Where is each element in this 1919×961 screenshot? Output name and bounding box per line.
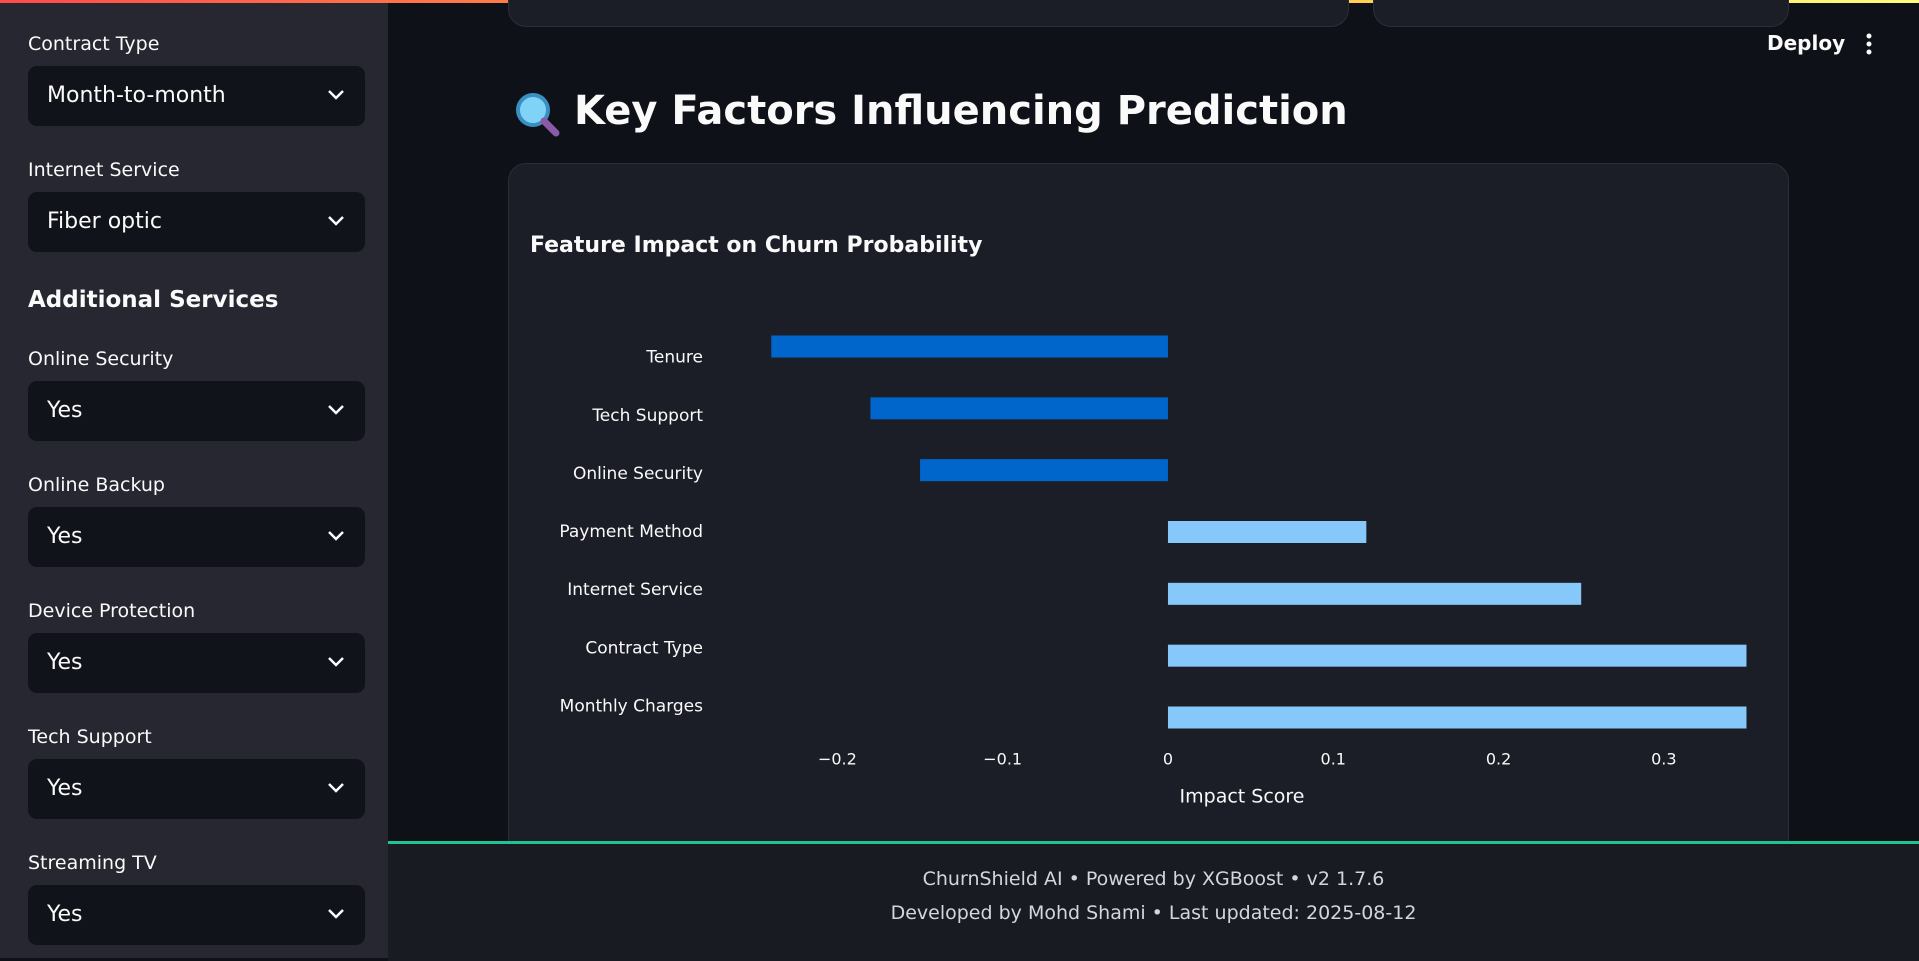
x-tick-label: 0.2 [1486,750,1511,769]
chevron-icon [328,405,344,415]
selectbox[interactable]: Yes [28,381,365,441]
y-tick-label: Tenure [645,348,703,368]
top-card [1373,0,1789,27]
selectbox-value: Fiber optic [47,209,162,234]
y-tick-label: Payment Method [559,522,703,542]
y-tick-label: Tech Support [591,406,703,426]
x-tick-label: 0.1 [1321,750,1346,769]
y-tick-label: Online Security [573,464,703,484]
chevron-icon [328,657,344,667]
bar [1167,644,1747,667]
selectbox[interactable]: Yes [28,759,365,819]
field-label: Internet Service [28,159,180,181]
chevron [328,657,344,667]
deploy-button[interactable]: Deploy [1767,31,1846,55]
footer: ChurnShield AI • Powered by XGBoost • v2… [388,841,1919,961]
chevron-icon [328,531,344,541]
selectbox-value: Yes [47,902,83,927]
x-tick-label: −0.1 [983,750,1022,769]
chart: Feature Impact on Churn Probability Impa… [530,233,1747,808]
x-tick-label: 0.3 [1651,750,1676,769]
selectbox[interactable]: Yes [28,507,365,567]
bar [920,459,1168,482]
chart-title: Feature Impact on Churn Probability [530,233,982,258]
sidebar: Contract Type Month-to-month Internet Serv… [0,3,388,958]
selectbox-value: Yes [47,398,83,423]
field-label: Tech Support [28,726,152,748]
chevron-icon [328,90,344,100]
chevron [328,531,344,541]
bar [771,335,1168,358]
x-tick-label: −0.2 [818,750,857,769]
selectbox[interactable]: Fiber optic [28,192,365,252]
chevron [328,909,344,919]
chevron-icon [328,216,344,226]
chevron [328,216,344,226]
footer-line: Developed by Mohd Shami • Last updated: … [890,902,1417,924]
field-label: Streaming TV [28,852,157,874]
bar [870,397,1168,420]
x-axis-label: Impact Score [1180,786,1305,808]
sidebar-section: Additional Services [28,287,279,313]
bar [1167,521,1367,543]
magnifier-icon [516,93,560,137]
selectbox-value: Month-to-month [47,83,226,108]
bar [1167,582,1582,605]
section-title: Key Factors Influencing Prediction [574,88,1348,134]
chevron [328,783,344,793]
field-label: Online Backup [28,474,165,496]
chevron [328,405,344,415]
y-tick-label: Monthly Charges [560,697,703,717]
chart-card [508,163,1789,885]
field-label: Device Protection [28,600,196,622]
chevron [328,90,344,100]
menu-button[interactable] [1860,32,1878,58]
selectbox[interactable]: Yes [28,885,365,945]
selectbox-value: Yes [47,524,83,549]
selectbox-value: Yes [47,776,83,801]
selectbox[interactable]: Month-to-month [28,66,365,126]
selectbox[interactable]: Yes [28,633,365,693]
y-tick-label: Contract Type [585,638,703,658]
footer-line: ChurnShield AI • Powered by XGBoost • v2… [922,868,1385,890]
top-card [508,0,1349,27]
x-tick-label: 0 [1163,750,1173,769]
field-label: Contract Type [28,33,160,55]
field-label: Online Security [28,348,174,370]
chevron-icon [328,909,344,919]
chevron-icon [328,783,344,793]
y-tick-label: Internet Service [567,580,703,600]
selectbox-value: Yes [47,650,83,675]
bar [1167,706,1747,729]
